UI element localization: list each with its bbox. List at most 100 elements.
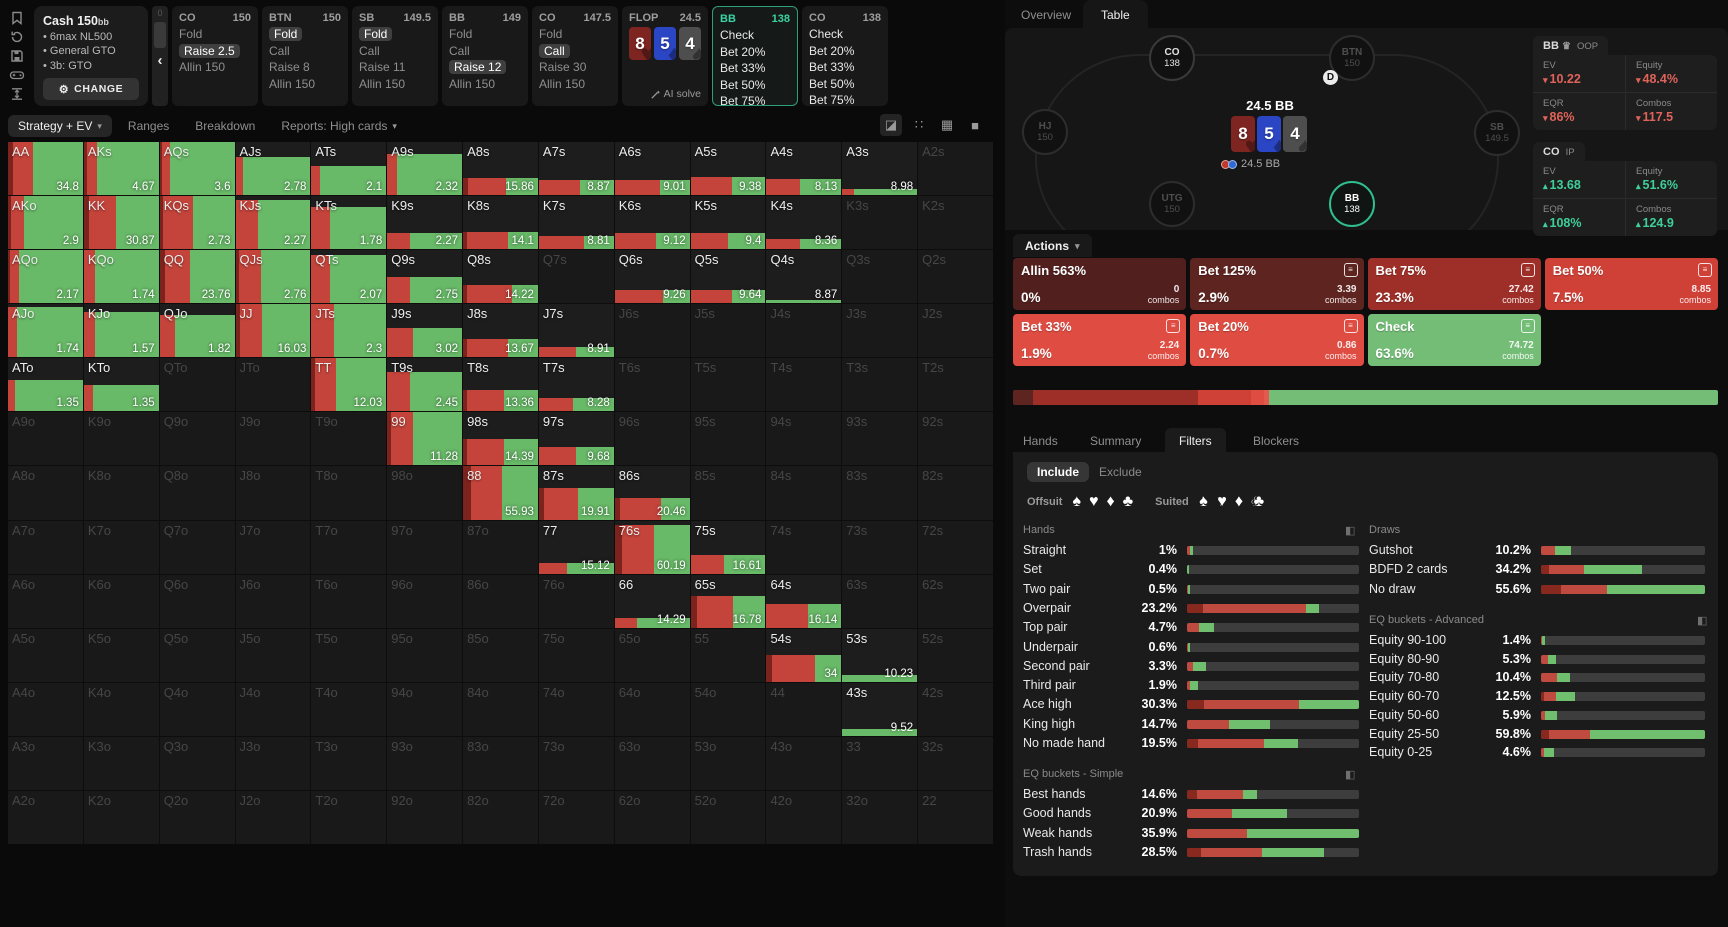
matrix-cell-qjs[interactable]: QJs 2.76	[235, 250, 311, 304]
matrix-cell-k4o[interactable]: K4o	[83, 682, 159, 736]
filter-row-underpair[interactable]: Underpair 0.6%	[1023, 640, 1359, 656]
matrix-cell-q9s[interactable]: Q9s 2.75	[387, 250, 463, 304]
matrix-cell-ajo[interactable]: AJo 1.74	[8, 304, 83, 358]
matrix-cell-k8o[interactable]: K8o	[83, 466, 159, 520]
history-action-bet-75-[interactable]: Bet 75%	[809, 93, 855, 106]
matrix-cell-kto[interactable]: KTo 1.35	[83, 358, 159, 412]
matrix-cell-t6s[interactable]: T6s	[614, 358, 690, 412]
matrix-cell-88[interactable]: 88 55.93	[463, 466, 538, 520]
history-action-bet-50-[interactable]: Bet 50%	[720, 77, 766, 92]
note-icon[interactable]: ≡	[1343, 263, 1358, 277]
history-action-raise-11[interactable]: Raise 11	[359, 60, 406, 74]
history-scroll-thumb[interactable]	[154, 22, 166, 48]
matrix-cell-84s[interactable]: 84s	[766, 466, 842, 520]
matrix-cell-k3s[interactable]: K3s	[842, 196, 918, 250]
matrix-cell-93s[interactable]: 93s	[842, 412, 918, 466]
matrix-cell-q8o[interactable]: Q8o	[159, 466, 235, 520]
matrix-cell-q7s[interactable]: Q7s	[538, 250, 614, 304]
history-action-raise-8[interactable]: Raise 8	[269, 60, 310, 74]
matrix-cell-97o[interactable]: 97o	[387, 520, 463, 574]
filter-row-no-draw[interactable]: No draw 55.6%	[1369, 582, 1705, 598]
matrix-cell-94s[interactable]: 94s	[766, 412, 842, 466]
matrix-cell-53o[interactable]: 53o	[690, 736, 766, 790]
history-action-call[interactable]: Call	[449, 43, 470, 58]
matrix-cell-a8s[interactable]: A8s 15.86	[463, 142, 538, 196]
matrix-cell-64o[interactable]: 64o	[614, 682, 690, 736]
range-slider-icon[interactable]	[9, 86, 25, 102]
matrix-cell-qq[interactable]: QQ 23.76	[159, 250, 235, 304]
note-icon[interactable]: ≡	[1343, 319, 1358, 333]
matrix-cell-aqs[interactable]: AQs 3.6	[159, 142, 235, 196]
matrix-cell-ato[interactable]: ATo 1.35	[8, 358, 83, 412]
matrix-cell-t5s[interactable]: T5s	[690, 358, 766, 412]
filter-row-third-pair[interactable]: Third pair 1.9%	[1023, 678, 1359, 694]
matrix-cell-t9s[interactable]: T9s 2.45	[387, 358, 463, 412]
matrix-cell-jto[interactable]: JTo	[235, 358, 311, 412]
matrix-cell-92o[interactable]: 92o	[387, 790, 463, 844]
matrix-cell-63s[interactable]: 63s	[842, 574, 918, 628]
matrix-cell-a7o[interactable]: A7o	[8, 520, 83, 574]
section-toggle-icon[interactable]: ◧	[1697, 615, 1708, 627]
history-action-check[interactable]: Check	[720, 28, 755, 42]
history-action-bet-33-[interactable]: Bet 33%	[720, 61, 766, 75]
filter-row-no-made-hand[interactable]: No made hand 19.5%	[1023, 736, 1359, 752]
section-toggle-icon[interactable]: ◧	[1345, 525, 1356, 537]
matrix-cell-98s[interactable]: 98s 14.39	[463, 412, 538, 466]
filter-row-equity-90-100[interactable]: Equity 90-100 1.4%	[1369, 633, 1705, 649]
matrix-cell-52o[interactable]: 52o	[690, 790, 766, 844]
matrix-cell-kts[interactable]: KTs 1.78	[311, 196, 387, 250]
history-action-call[interactable]: Call	[269, 43, 290, 58]
matrix-cell-j4o[interactable]: J4o	[235, 682, 311, 736]
filter-row-trash-hands[interactable]: Trash hands 28.5%	[1023, 845, 1359, 861]
matrix-tab-reports-high-cards[interactable]: Reports: High cards ▾	[271, 115, 407, 137]
matrix-cell-t3s[interactable]: T3s	[842, 358, 918, 412]
history-action-bet-33-[interactable]: Bet 33%	[809, 60, 855, 74]
matrix-cell-t8o[interactable]: T8o	[311, 466, 387, 520]
offsuit-diamond-icon[interactable]: ♦	[1106, 493, 1115, 510]
matrix-cell-54o[interactable]: 54o	[690, 682, 766, 736]
matrix-cell-93o[interactable]: 93o	[387, 736, 463, 790]
matrix-cell-96o[interactable]: 96o	[387, 574, 463, 628]
matrix-cell-q5s[interactable]: Q5s 9.64	[690, 250, 766, 304]
action-card-check[interactable]: Check ≡ 63.6% 74.72 combos	[1367, 314, 1541, 366]
matrix-cell-a5s[interactable]: A5s 9.38	[690, 142, 766, 196]
filter-row-ace-high[interactable]: Ace high 30.3%	[1023, 697, 1359, 713]
suited-club-icon[interactable]: ♣♣	[1251, 493, 1265, 510]
note-icon[interactable]: ≡	[1520, 319, 1535, 333]
matrix-cell-a9o[interactable]: A9o	[8, 412, 83, 466]
matrix-cell-52s[interactable]: 52s	[918, 628, 993, 682]
filter-row-best-hands[interactable]: Best hands 14.6%	[1023, 787, 1359, 803]
filled-square-icon[interactable]: ■	[971, 117, 979, 133]
filter-row-equity-50-60[interactable]: Equity 50-60 5.9%	[1369, 708, 1705, 724]
history-action-allin-150[interactable]: Allin 150	[179, 60, 226, 74]
history-action-bet-20-[interactable]: Bet 20%	[809, 43, 855, 58]
matrix-cell-84o[interactable]: 84o	[463, 682, 538, 736]
history-action-raise-30[interactable]: Raise 30	[539, 60, 587, 74]
history-action-fold[interactable]: Fold	[539, 27, 563, 41]
matrix-cell-j3o[interactable]: J3o	[235, 736, 311, 790]
matrix-cell-j2s[interactable]: J2s	[918, 304, 993, 358]
matrix-cell-q7o[interactable]: Q7o	[159, 520, 235, 574]
filter-row-two-pair[interactable]: Two pair 0.5%	[1023, 582, 1359, 598]
matrix-cell-95o[interactable]: 95o	[387, 628, 463, 682]
matrix-cell-a8o[interactable]: A8o	[8, 466, 83, 520]
matrix-cell-qts[interactable]: QTs 2.07	[311, 250, 387, 304]
filter-row-second-pair[interactable]: Second pair 3.3%	[1023, 659, 1359, 675]
offsuit-spade-icon[interactable]: ♠	[1072, 493, 1081, 510]
matrix-cell-k5s[interactable]: K5s 9.4	[690, 196, 766, 250]
matrix-cell-j6o[interactable]: J6o	[235, 574, 311, 628]
matrix-cell-55[interactable]: 55	[690, 628, 766, 682]
matrix-cell-73o[interactable]: 73o	[538, 736, 614, 790]
suited-diamond-icon[interactable]: ♦♦	[1234, 493, 1244, 510]
matrix-cell-95s[interactable]: 95s	[690, 412, 766, 466]
note-icon[interactable]: ≡	[1698, 263, 1712, 277]
matrix-cell-42o[interactable]: 42o	[766, 790, 842, 844]
matrix-cell-aa[interactable]: AA 34.8	[8, 142, 83, 196]
matrix-cell-j7s[interactable]: J7s 8.91	[538, 304, 614, 358]
matrix-cell-j2o[interactable]: J2o	[235, 790, 311, 844]
matrix-cell-k5o[interactable]: K5o	[83, 628, 159, 682]
history-action-fold[interactable]: Fold	[449, 27, 473, 41]
save-icon[interactable]	[9, 48, 25, 64]
matrix-cell-54s[interactable]: 54s 34	[766, 628, 842, 682]
matrix-cell-j9s[interactable]: J9s 3.02	[387, 304, 463, 358]
